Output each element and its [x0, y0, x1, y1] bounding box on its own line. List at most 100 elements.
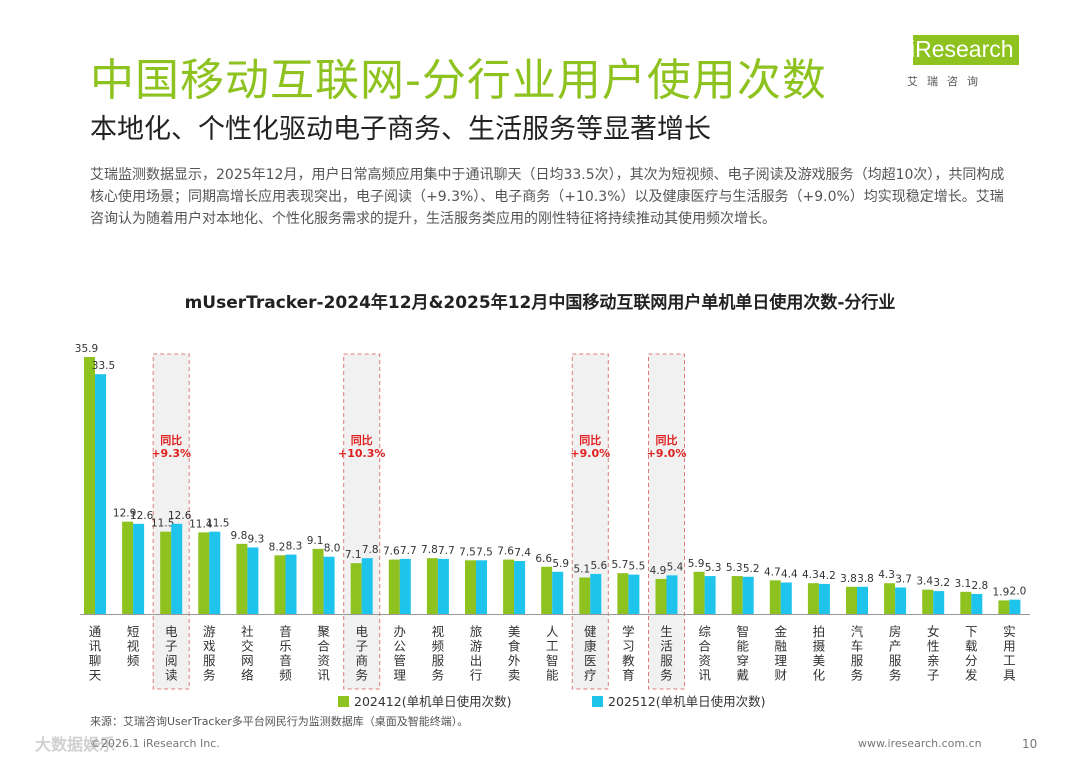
data-label-1-15: 4.9: [650, 565, 667, 577]
bar-2-8: [399, 558, 411, 614]
bar-1-11: [503, 559, 515, 614]
data-label-2-2: 12.6: [168, 510, 192, 522]
data-label-1-4: 9.8: [231, 530, 248, 542]
bar-1-2: [160, 531, 172, 614]
category-label-0: 通讯聊天: [89, 624, 102, 683]
bar-1-22: [922, 589, 934, 614]
bar-2-15: [666, 575, 678, 614]
logo-subtext: 艾瑞咨询: [907, 75, 987, 88]
data-label-1-21: 4.3: [878, 569, 895, 581]
data-label-1-20: 3.8: [840, 573, 857, 585]
highlight-label-13: 同比: [579, 433, 601, 447]
bar-1-15: [655, 578, 667, 614]
category-label-8: 办公管理: [394, 624, 407, 683]
data-label-2-12: 5.9: [552, 558, 569, 570]
data-label-2-6: 8.0: [324, 543, 341, 555]
bar-1-6: [312, 548, 324, 614]
bar-1-18: [769, 580, 781, 614]
bar-2-5: [285, 554, 297, 614]
bar-1-21: [884, 583, 896, 614]
bar-1-17: [731, 576, 743, 614]
bar-1-13: [579, 577, 591, 614]
category-label-16: 综合资讯: [698, 624, 711, 683]
highlight-box-7: [343, 353, 381, 690]
category-label-7: 电子商务: [355, 624, 368, 683]
data-label-2-8: 7.7: [400, 545, 417, 557]
highlight-value-15: +9.0%: [647, 447, 687, 460]
bar-2-20: [857, 586, 868, 614]
data-label-1-18: 4.7: [764, 566, 781, 578]
data-label-2-16: 5.3: [705, 562, 722, 574]
bar-2-16: [704, 576, 716, 614]
category-label-23: 下载分发: [965, 624, 978, 683]
data-label-1-9: 7.8: [421, 544, 438, 556]
bar-1-1: [122, 521, 134, 614]
bar-1-12: [541, 566, 553, 614]
category-label-15: 生活服务: [660, 624, 673, 683]
data-label-2-18: 4.4: [781, 569, 798, 581]
bar-2-0: [95, 374, 106, 614]
category-label-10: 旅游出行: [470, 624, 483, 683]
data-label-1-12: 6.6: [535, 553, 552, 565]
highlight-label-15: 同比: [656, 433, 678, 447]
data-label-1-2: 11.5: [151, 518, 174, 530]
data-label-2-10: 7.5: [476, 546, 493, 558]
data-label-2-24: 2.0: [1010, 586, 1027, 598]
highlight-value-2: +9.3%: [151, 447, 191, 460]
data-label-2-7: 7.8: [362, 544, 379, 556]
logo-badge: [913, 35, 1019, 65]
bar-1-8: [388, 559, 400, 614]
data-label-1-7: 7.1: [345, 549, 362, 561]
bar-2-3: [209, 531, 221, 614]
legend-label-2: 202512(单机单日使用次数): [608, 694, 765, 709]
data-label-2-20: 3.8: [857, 573, 874, 585]
bar-1-5: [274, 555, 286, 614]
data-label-1-5: 8.2: [269, 541, 286, 553]
bar-1-4: [236, 543, 248, 614]
website-link[interactable]: www.iresearch.com.cn: [858, 737, 982, 750]
page-number: 10: [1022, 737, 1038, 751]
data-label-1-10: 7.5: [459, 546, 476, 558]
bar-2-21: [895, 587, 907, 614]
highlight-value-7: +10.3%: [338, 447, 385, 460]
bar-2-10: [476, 560, 487, 614]
bar-2-9: [437, 558, 449, 614]
data-label-1-22: 3.4: [916, 576, 933, 588]
bar-2-24: [1009, 599, 1021, 614]
data-label-1-3: 11.4: [189, 518, 213, 530]
chart-title: mUserTracker-2024年12月&2025年12月中国移动互联网用户单…: [184, 293, 896, 313]
bar-2-14: [628, 574, 640, 614]
data-label-2-19: 4.2: [819, 570, 836, 582]
bar-1-9: [426, 558, 438, 614]
category-label-4: 社交网络: [241, 624, 254, 683]
bar-2-18: [780, 582, 792, 614]
category-label-24: 实用工具: [1003, 624, 1016, 683]
logo-text: iResearch: [910, 36, 1014, 62]
legend-label-1: 202412(单机单日使用次数): [354, 694, 511, 709]
category-label-6: 聚合资讯: [317, 624, 330, 683]
data-label-1-23: 3.1: [954, 578, 971, 590]
description-text: 艾瑞监测数据显示，2025年12月，用户日常高频应用集中于通讯聊天（日均33.5…: [90, 167, 1005, 227]
data-label-2-21: 3.7: [895, 574, 912, 586]
category-label-1: 短视频: [127, 624, 140, 668]
data-label-2-13: 5.6: [590, 560, 607, 572]
data-label-2-17: 5.2: [743, 563, 760, 575]
page-title: 中国移动互联网-分行业用户使用次数: [90, 55, 827, 106]
bar-1-7: [350, 563, 362, 614]
category-label-11: 美食外卖: [508, 624, 521, 683]
bar-2-17: [742, 576, 754, 614]
category-label-3: 游戏服务: [203, 624, 216, 683]
category-label-22: 女性亲子: [927, 624, 940, 683]
data-label-2-22: 3.2: [933, 577, 950, 589]
bar-1-16: [693, 571, 705, 614]
data-label-2-5: 8.3: [286, 541, 303, 553]
data-label-1-14: 5.7: [612, 559, 629, 571]
data-label-2-0: 33.5: [92, 360, 115, 372]
page-subtitle: 本地化、个性化驱动电子商务、生活服务等显著增长: [90, 114, 711, 145]
iresearch-logo: iResearch 艾瑞咨询: [905, 35, 1025, 88]
data-label-1-24: 1.9: [993, 586, 1010, 598]
bar-1-3: [198, 532, 210, 614]
highlight-box-2: [152, 353, 190, 690]
data-label-2-14: 5.5: [629, 561, 646, 573]
source-note: 来源：艾瑞咨询UserTracker多平台网民行为监测数据库（桌面及智能终端）。: [90, 715, 469, 728]
